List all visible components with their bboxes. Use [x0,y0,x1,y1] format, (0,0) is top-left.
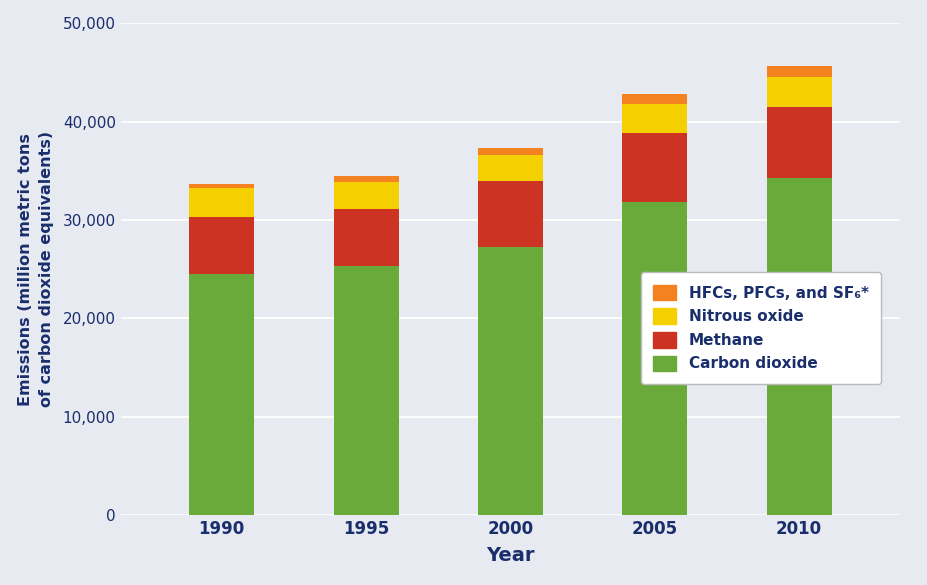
Bar [477,155,542,181]
Bar [766,66,831,77]
Bar [766,178,831,515]
Legend: HFCs, PFCs, and SF₆*, Nitrous oxide, Methane, Carbon dioxide: HFCs, PFCs, and SF₆*, Nitrous oxide, Met… [641,273,880,384]
Bar [189,184,254,188]
Bar [477,148,542,155]
Bar [333,181,398,209]
Bar [622,104,687,133]
X-axis label: Year: Year [486,546,534,565]
Bar [333,266,398,515]
Bar [333,176,398,181]
Bar [766,107,831,178]
Bar [189,274,254,515]
Y-axis label: Emissions (million metric tons
of carbon dioxide equivalents): Emissions (million metric tons of carbon… [19,131,55,407]
Bar [622,94,687,104]
Bar [333,209,398,266]
Bar [189,217,254,274]
Bar [477,181,542,247]
Bar [477,247,542,515]
Bar [766,77,831,107]
Bar [189,188,254,217]
Bar [622,133,687,202]
Bar [622,202,687,515]
